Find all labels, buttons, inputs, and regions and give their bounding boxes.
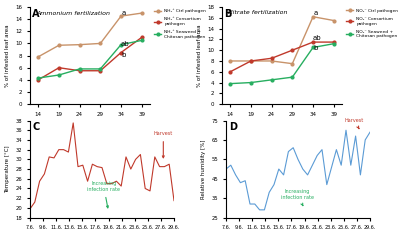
Text: a: a [122, 10, 126, 16]
Y-axis label: Temperature [°C]: Temperature [°C] [5, 145, 10, 193]
Text: Ammonium fertilization: Ammonium fertilization [36, 11, 110, 16]
Text: C: C [33, 122, 40, 132]
X-axis label: Days after inoculation (DAI): Days after inoculation (DAI) [52, 122, 128, 127]
Text: Harvest: Harvest [345, 118, 364, 129]
X-axis label: Days after inoculation (DAI): Days after inoculation (DAI) [244, 122, 320, 127]
Y-axis label: % of infested leaf area: % of infested leaf area [5, 24, 10, 87]
Y-axis label: Relative humidity [%]: Relative humidity [%] [201, 139, 206, 199]
Text: b: b [122, 52, 126, 58]
Text: ab: ab [312, 36, 321, 41]
Text: B: B [224, 9, 232, 19]
Text: b: b [314, 45, 318, 51]
Text: Harvest: Harvest [154, 131, 173, 158]
Text: D: D [229, 122, 237, 132]
Text: ab: ab [120, 41, 129, 48]
Y-axis label: % of infested leaf area: % of infested leaf area [197, 24, 202, 87]
Text: a: a [314, 10, 318, 16]
Legend: NH₄⁺ Ctrl pathogen, NH₄⁺ Consortium
pathogen, NH₄⁺ Seaweed +
Chitosan pathogen: NH₄⁺ Ctrl pathogen, NH₄⁺ Consortium path… [152, 7, 208, 40]
Text: Increasing
infection rate: Increasing infection rate [281, 189, 314, 206]
Text: A: A [32, 9, 40, 19]
Text: Increasing
infection rate: Increasing infection rate [87, 181, 120, 208]
Legend: NO₃⁻ Ctrl pathogen, NO₃⁻ Consortium
pathogen, NO₃⁻ Seaweed +
Chitosan pathogen: NO₃⁻ Ctrl pathogen, NO₃⁻ Consortium path… [344, 7, 400, 40]
Text: Nitrate fertilization: Nitrate fertilization [228, 10, 288, 15]
